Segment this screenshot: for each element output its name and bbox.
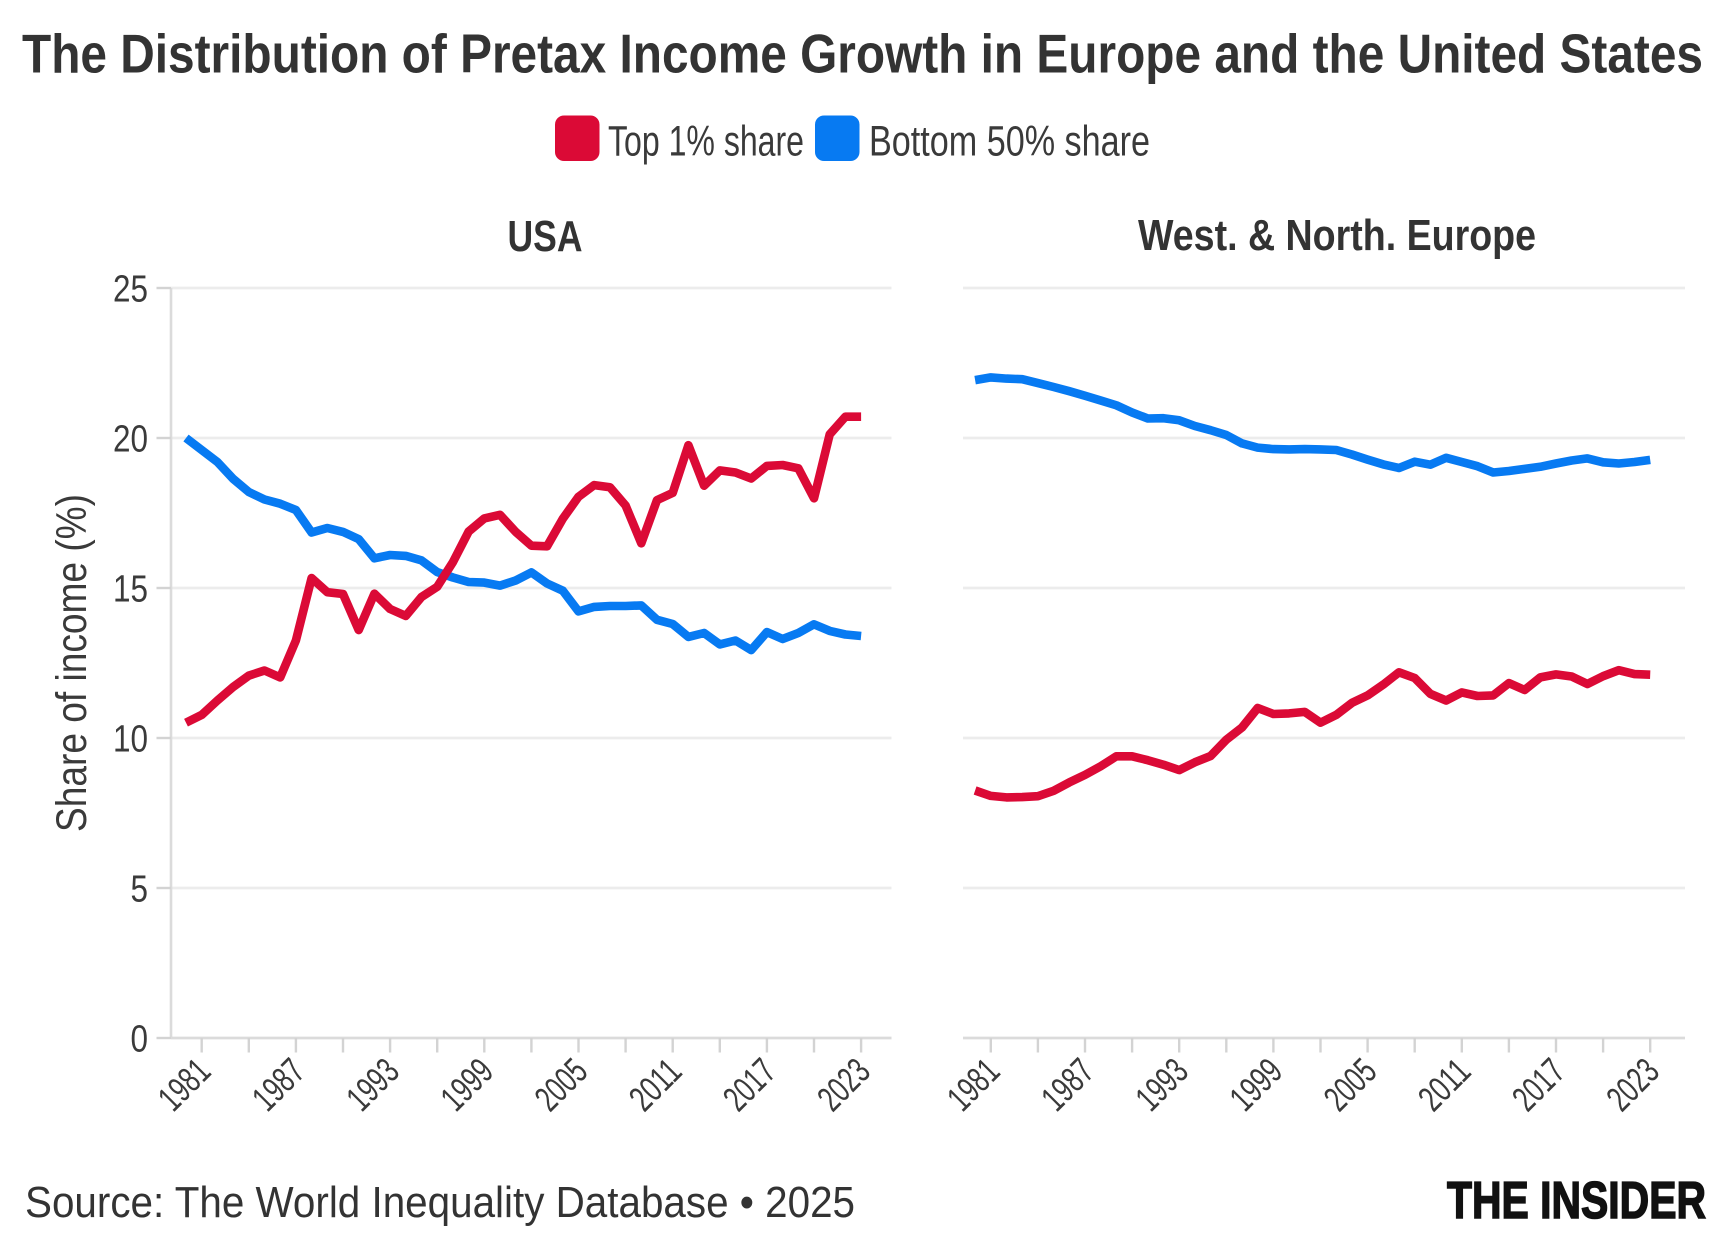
svg-text:Source: The World Inequality D: Source: The World Inequality Database • …	[25, 1178, 855, 1227]
svg-text:20: 20	[113, 419, 148, 461]
svg-text:West. & North. Europe: West. & North. Europe	[1138, 211, 1536, 260]
svg-text:5: 5	[131, 869, 149, 911]
svg-text:Top 1% share: Top 1% share	[608, 118, 804, 166]
svg-text:15: 15	[113, 569, 148, 611]
svg-text:THE INSIDER: THE INSIDER	[1447, 1172, 1706, 1230]
svg-text:USA: USA	[508, 212, 583, 261]
svg-text:Bottom 50% share: Bottom 50% share	[869, 118, 1150, 166]
svg-text:Share of income (%): Share of income (%)	[48, 494, 96, 832]
svg-text:25: 25	[113, 269, 148, 311]
svg-text:The Distribution of Pretax Inc: The Distribution of Pretax Income Growth…	[22, 23, 1703, 85]
svg-text:10: 10	[113, 719, 148, 761]
svg-text:0: 0	[131, 1019, 149, 1061]
